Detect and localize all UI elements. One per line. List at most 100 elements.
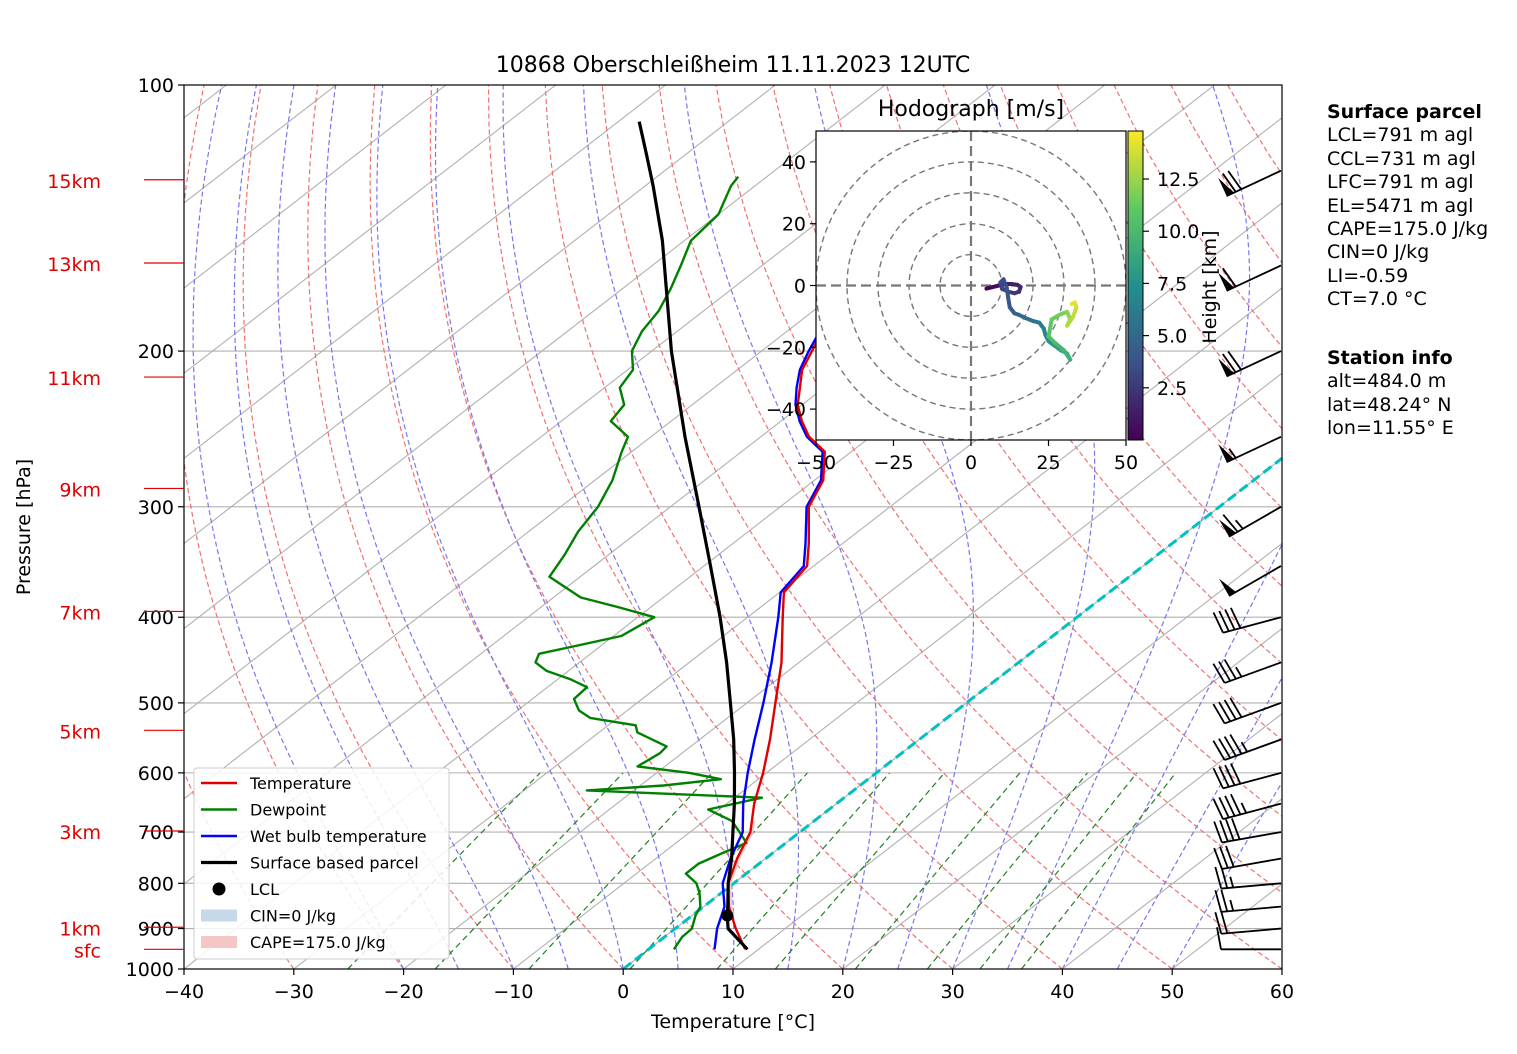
barb-full [1231,818,1241,840]
barb-half [1229,899,1235,912]
height-label: 5km [59,721,101,743]
li-text: LI=-0.59 [1327,264,1409,287]
lfc-text: LFC=791 m agl [1327,171,1474,194]
altitude-text: alt=484.0 m [1327,370,1447,393]
y-tick-label: 600 [138,763,174,785]
barb-staff [1221,831,1282,844]
barb-full [1224,764,1236,786]
isotherm-line [293,202,1282,969]
ct-text: CT=7.0 °C [1327,288,1427,311]
y-axis-label: Pressure [hPa] [13,459,35,595]
x-tick-label: 20 [831,981,855,1003]
barb-pennant [1218,177,1234,197]
cape-area [728,820,756,916]
moist-adiabat [1006,85,1251,969]
barb-full [1222,267,1237,288]
barb-full [1212,767,1224,789]
height-label: 7km [59,602,101,624]
barb-staff [1221,927,1282,935]
barb-staff [1224,661,1282,684]
y-tick-label: 1000 [126,959,174,981]
hodograph-trace [984,277,1079,362]
isotherm-line [952,712,1282,969]
hodograph-segment [1052,340,1066,353]
isotherm-line [184,85,996,715]
wind-barb [1214,889,1282,913]
wind-barb [1218,169,1282,197]
wind-barb [1214,866,1282,890]
dry-adiabat [487,85,953,969]
height-label: 13km [47,254,101,276]
wind-barb [1219,565,1282,597]
y-tick-label: 400 [138,607,174,629]
mixing-ratio-line [979,772,1138,969]
dry-adiabat [601,85,1173,969]
barb-full [1213,847,1223,870]
barb-full [1230,763,1242,785]
longitude-text: lon=11.55° E [1327,417,1454,440]
x-tick-label: 0 [617,981,629,1003]
el-text: EL=5471 m agl [1327,194,1474,217]
barb-staff [1226,169,1282,197]
barb-full [1216,927,1222,950]
x-tick-label: −10 [493,981,533,1003]
moist-adiabat [324,85,569,969]
barb-full [1218,701,1232,722]
barb-staff [1221,905,1282,913]
barb-full [1224,795,1236,817]
barb-pennant [1218,272,1234,291]
barb-half [1240,741,1248,753]
height-label: 9km [59,479,101,501]
mixing-ratio-line [629,772,808,969]
mixing-ratio-line [716,772,891,969]
moist-adiabat [376,85,624,969]
x-tick-label: −30 [274,981,314,1003]
x-axis-label: Temperature [°C] [650,1011,815,1033]
isotherm-line [184,85,776,545]
moist-adiabat [502,85,735,969]
barb-full [1222,514,1239,533]
hodograph-title: Hodograph [m/s] [878,97,1064,122]
wind-barb [1212,697,1282,725]
colorbar [1127,130,1144,441]
barb-full [1229,697,1243,718]
hodograph-grid [816,131,1126,440]
wind-barb [1212,659,1282,684]
barb-full [1225,845,1235,868]
barb-staff [1222,802,1282,821]
wind-barb [1216,927,1281,951]
moist-adiabat [1171,781,1282,969]
barb-full [1212,663,1226,684]
barb-pennant [1218,444,1234,463]
barb-full [1223,659,1237,680]
hodograph-x-tick-label: −50 [796,452,836,474]
dry-adiabat [307,85,624,969]
station-info-panel: Station info alt=484.0 m lat=48.24° N lo… [1327,347,1454,441]
isotherm-line [184,85,447,289]
isotherm-line [732,542,1282,969]
x-tick-label: 30 [941,981,965,1003]
wind-barb [1212,793,1282,821]
moist-adiabat [683,85,878,969]
surface-parcel-heading: Surface parcel [1327,101,1482,123]
y-tick-label: 700 [138,822,174,844]
barb-half [1234,519,1244,530]
lcl-marker [721,909,734,922]
barb-full [1223,736,1237,757]
dry-adiabat [369,85,734,969]
barb-staff [1222,616,1282,634]
barb-staff [1226,264,1282,292]
barb-staff [1226,435,1282,463]
x-tick-label: 10 [721,981,745,1003]
wind-barb [1218,350,1282,378]
y-tick-label: 300 [138,497,174,519]
barb-full [1212,703,1226,724]
dry-adiabat [999,85,1282,509]
legend-label: Dewpoint [250,801,326,820]
legend-label: CAPE=175.0 J/kg [250,933,386,952]
barb-full [1218,796,1230,818]
chart-title: 10868 Oberschleißheim 11.11.2023 12UTC [496,53,971,78]
y-tick-label: 200 [138,341,174,363]
legend-label: LCL [250,880,279,899]
